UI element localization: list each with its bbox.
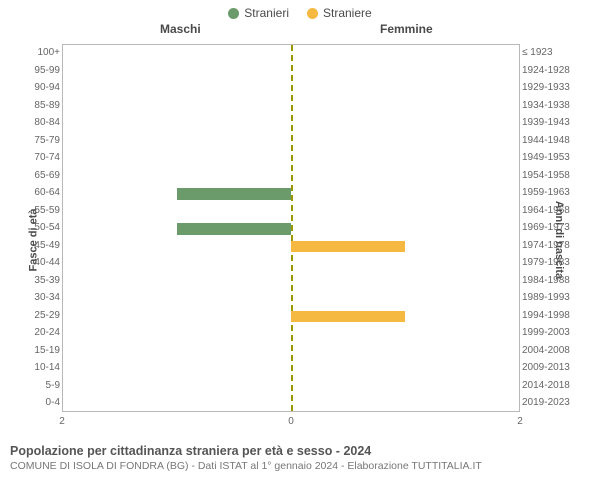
bar-male (177, 223, 291, 234)
pyramid-row (63, 80, 519, 98)
age-label: 60-64 (18, 184, 60, 202)
pyramid-row (63, 343, 519, 361)
birth-year-label: 1964-1968 (522, 202, 586, 220)
pyramid-row (63, 150, 519, 168)
birth-year-label: 1969-1973 (522, 219, 586, 237)
age-label: 20-24 (18, 324, 60, 342)
age-label: 50-54 (18, 219, 60, 237)
bar-male (177, 188, 291, 199)
caption: Popolazione per cittadinanza straniera p… (0, 440, 600, 472)
pyramid-row (63, 185, 519, 203)
pyramid-row (63, 290, 519, 308)
birth-year-label: 1994-1998 (522, 307, 586, 325)
age-label: 15-19 (18, 342, 60, 360)
pyramid-row (63, 115, 519, 133)
age-label: 10-14 (18, 359, 60, 377)
legend-item-female: Straniere (307, 6, 372, 20)
pyramid-row (63, 133, 519, 151)
birth-year-label: ≤ 1923 (522, 44, 586, 62)
swatch-male (228, 8, 239, 19)
birth-year-label: 1959-1963 (522, 184, 586, 202)
pyramid-row (63, 63, 519, 81)
swatch-female (307, 8, 318, 19)
age-label: 65-69 (18, 167, 60, 185)
birth-year-label: 1999-2003 (522, 324, 586, 342)
legend: Stranieri Straniere (0, 0, 600, 22)
birth-year-label: 1929-1933 (522, 79, 586, 97)
legend-label-female: Straniere (323, 6, 372, 20)
pyramid-row (63, 395, 519, 413)
pyramid-row (63, 45, 519, 63)
pyramid-row (63, 238, 519, 256)
birth-year-label: 2004-2008 (522, 342, 586, 360)
pyramid-row (63, 98, 519, 116)
birth-year-label: 2019-2023 (522, 394, 586, 412)
pyramid-row (63, 273, 519, 291)
plot-region (62, 44, 520, 412)
age-label: 75-79 (18, 132, 60, 150)
birth-year-label: 1954-1958 (522, 167, 586, 185)
header-male: Maschi (160, 22, 201, 36)
age-label: 100+ (18, 44, 60, 62)
age-label: 0-4 (18, 394, 60, 412)
age-label: 25-29 (18, 307, 60, 325)
y-left-labels: 100+95-9990-9485-8980-8475-7970-7465-696… (18, 44, 60, 412)
birth-year-label: 1979-1983 (522, 254, 586, 272)
header-female: Femmine (380, 22, 433, 36)
age-label: 40-44 (18, 254, 60, 272)
birth-year-label: 1949-1953 (522, 149, 586, 167)
bar-female (291, 311, 405, 322)
pyramid-row (63, 308, 519, 326)
birth-year-label: 1989-1993 (522, 289, 586, 307)
legend-item-male: Stranieri (228, 6, 289, 20)
age-label: 95-99 (18, 62, 60, 80)
age-label: 35-39 (18, 272, 60, 290)
age-label: 55-59 (18, 202, 60, 220)
pyramid-row (63, 255, 519, 273)
x-axis-ticks: 2 0 2 (62, 416, 520, 430)
pyramid-row (63, 203, 519, 221)
birth-year-label: 2014-2018 (522, 377, 586, 395)
bar-female (291, 241, 405, 252)
y-right-labels: ≤ 19231924-19281929-19331934-19381939-19… (522, 44, 586, 412)
birth-year-label: 1924-1928 (522, 62, 586, 80)
x-tick-label: 2 (517, 416, 523, 427)
legend-label-male: Stranieri (244, 6, 289, 20)
x-tick-label: 2 (59, 416, 65, 427)
pyramid-row (63, 325, 519, 343)
age-label: 45-49 (18, 237, 60, 255)
age-label: 80-84 (18, 114, 60, 132)
birth-year-label: 1974-1978 (522, 237, 586, 255)
age-label: 30-34 (18, 289, 60, 307)
birth-year-label: 1934-1938 (522, 97, 586, 115)
pyramid-row (63, 168, 519, 186)
birth-year-label: 1984-1988 (522, 272, 586, 290)
pyramid-row (63, 378, 519, 396)
birth-year-label: 1944-1948 (522, 132, 586, 150)
age-label: 85-89 (18, 97, 60, 115)
pyramid-row (63, 360, 519, 378)
age-label: 90-94 (18, 79, 60, 97)
caption-title: Popolazione per cittadinanza straniera p… (10, 444, 590, 458)
caption-subtitle: COMUNE DI ISOLA DI FONDRA (BG) - Dati IS… (10, 460, 590, 472)
birth-year-label: 1939-1943 (522, 114, 586, 132)
birth-year-label: 2009-2013 (522, 359, 586, 377)
age-label: 5-9 (18, 377, 60, 395)
pyramid-row (63, 220, 519, 238)
column-headers: Maschi Femmine (0, 22, 600, 40)
age-label: 70-74 (18, 149, 60, 167)
x-tick-label: 0 (288, 416, 294, 427)
chart-area: Fasce di età Anni di nascita 100+95-9990… (0, 40, 600, 440)
